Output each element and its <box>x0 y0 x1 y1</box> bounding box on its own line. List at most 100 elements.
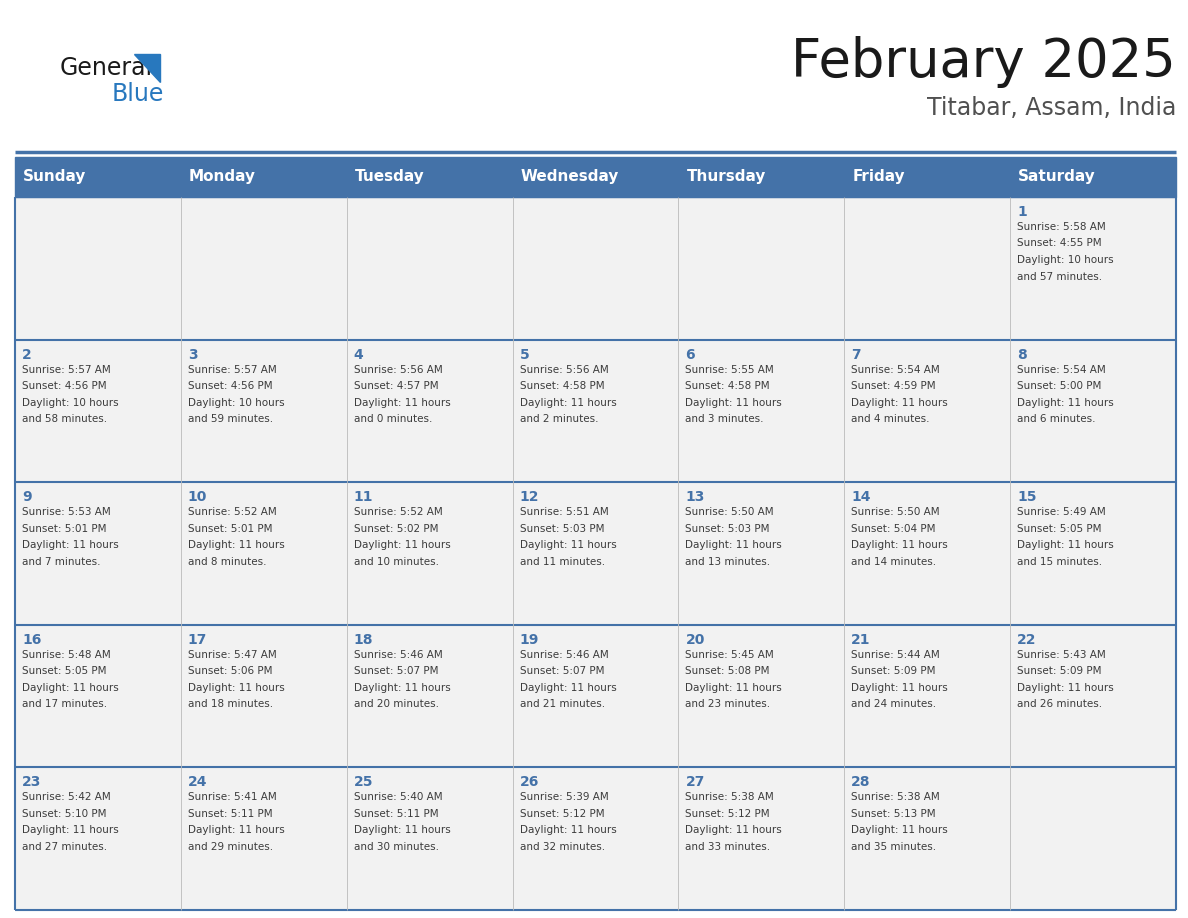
Text: 14: 14 <box>852 490 871 504</box>
Text: and 59 minutes.: and 59 minutes. <box>188 414 273 424</box>
Text: Sunrise: 5:52 AM: Sunrise: 5:52 AM <box>354 508 442 517</box>
Bar <box>845 767 1010 910</box>
Text: 12: 12 <box>519 490 539 504</box>
Text: 4: 4 <box>354 348 364 362</box>
Text: February 2025: February 2025 <box>791 36 1176 88</box>
Text: Daylight: 11 hours: Daylight: 11 hours <box>852 540 948 550</box>
Text: 10: 10 <box>188 490 207 504</box>
Text: Sunset: 4:56 PM: Sunset: 4:56 PM <box>23 381 107 391</box>
Text: 23: 23 <box>23 776 42 789</box>
Bar <box>678 767 845 910</box>
Text: Sunrise: 5:50 AM: Sunrise: 5:50 AM <box>685 508 775 517</box>
Text: Daylight: 11 hours: Daylight: 11 hours <box>23 683 119 693</box>
Text: 21: 21 <box>852 633 871 647</box>
Text: Sunrise: 5:53 AM: Sunrise: 5:53 AM <box>23 508 110 517</box>
Text: 24: 24 <box>188 776 208 789</box>
Text: and 24 minutes.: and 24 minutes. <box>852 700 936 710</box>
Text: 3: 3 <box>188 348 197 362</box>
Bar <box>15 625 181 767</box>
Bar <box>347 340 512 482</box>
Text: 16: 16 <box>23 633 42 647</box>
Bar <box>347 767 512 910</box>
Text: Sunset: 5:11 PM: Sunset: 5:11 PM <box>354 809 438 819</box>
Text: Sunset: 5:09 PM: Sunset: 5:09 PM <box>852 666 936 677</box>
Bar <box>1010 767 1176 910</box>
Text: and 13 minutes.: and 13 minutes. <box>685 556 771 566</box>
Bar <box>845 482 1010 625</box>
Text: and 58 minutes.: and 58 minutes. <box>23 414 107 424</box>
Text: Sunrise: 5:57 AM: Sunrise: 5:57 AM <box>188 364 277 375</box>
Text: and 29 minutes.: and 29 minutes. <box>188 842 273 852</box>
Text: Daylight: 10 hours: Daylight: 10 hours <box>188 397 284 408</box>
Text: Sunrise: 5:58 AM: Sunrise: 5:58 AM <box>1017 222 1106 232</box>
Text: Sunset: 5:06 PM: Sunset: 5:06 PM <box>188 666 272 677</box>
Text: Sunrise: 5:51 AM: Sunrise: 5:51 AM <box>519 508 608 517</box>
Text: and 30 minutes.: and 30 minutes. <box>354 842 438 852</box>
Bar <box>678 340 845 482</box>
Text: and 20 minutes.: and 20 minutes. <box>354 700 438 710</box>
Text: 19: 19 <box>519 633 539 647</box>
Bar <box>512 482 678 625</box>
Polygon shape <box>134 54 160 82</box>
Bar <box>181 197 347 340</box>
Bar <box>678 625 845 767</box>
Text: Sunrise: 5:43 AM: Sunrise: 5:43 AM <box>1017 650 1106 660</box>
Text: Sunset: 5:12 PM: Sunset: 5:12 PM <box>519 809 605 819</box>
Text: 28: 28 <box>852 776 871 789</box>
Text: Thursday: Thursday <box>687 170 766 185</box>
Text: Blue: Blue <box>112 82 164 106</box>
Text: and 15 minutes.: and 15 minutes. <box>1017 556 1102 566</box>
Text: Sunset: 5:04 PM: Sunset: 5:04 PM <box>852 523 936 533</box>
Text: Daylight: 10 hours: Daylight: 10 hours <box>1017 255 1114 265</box>
Bar <box>347 197 512 340</box>
Text: Daylight: 11 hours: Daylight: 11 hours <box>852 825 948 835</box>
Text: Daylight: 11 hours: Daylight: 11 hours <box>852 397 948 408</box>
Bar <box>15 157 1176 197</box>
Text: Daylight: 11 hours: Daylight: 11 hours <box>354 825 450 835</box>
Bar <box>845 197 1010 340</box>
Bar <box>15 197 181 340</box>
Text: Sunset: 5:01 PM: Sunset: 5:01 PM <box>188 523 272 533</box>
Text: 11: 11 <box>354 490 373 504</box>
Text: Sunrise: 5:56 AM: Sunrise: 5:56 AM <box>354 364 442 375</box>
Bar <box>845 625 1010 767</box>
Text: Sunrise: 5:45 AM: Sunrise: 5:45 AM <box>685 650 775 660</box>
Text: 15: 15 <box>1017 490 1037 504</box>
Text: and 6 minutes.: and 6 minutes. <box>1017 414 1095 424</box>
Text: Daylight: 11 hours: Daylight: 11 hours <box>685 683 782 693</box>
Text: and 4 minutes.: and 4 minutes. <box>852 414 930 424</box>
Text: 22: 22 <box>1017 633 1037 647</box>
Text: Sunset: 4:58 PM: Sunset: 4:58 PM <box>685 381 770 391</box>
Text: and 2 minutes.: and 2 minutes. <box>519 414 598 424</box>
Text: and 21 minutes.: and 21 minutes. <box>519 700 605 710</box>
Text: and 26 minutes.: and 26 minutes. <box>1017 700 1102 710</box>
Text: Daylight: 11 hours: Daylight: 11 hours <box>685 540 782 550</box>
Text: Daylight: 11 hours: Daylight: 11 hours <box>1017 540 1114 550</box>
Text: Daylight: 11 hours: Daylight: 11 hours <box>1017 683 1114 693</box>
Text: 25: 25 <box>354 776 373 789</box>
Text: Daylight: 11 hours: Daylight: 11 hours <box>354 540 450 550</box>
Text: and 7 minutes.: and 7 minutes. <box>23 556 101 566</box>
Text: Daylight: 11 hours: Daylight: 11 hours <box>685 825 782 835</box>
Text: Titabar, Assam, India: Titabar, Assam, India <box>927 96 1176 120</box>
Text: Daylight: 11 hours: Daylight: 11 hours <box>188 825 285 835</box>
Text: Sunrise: 5:48 AM: Sunrise: 5:48 AM <box>23 650 110 660</box>
Text: Sunrise: 5:40 AM: Sunrise: 5:40 AM <box>354 792 442 802</box>
Text: and 32 minutes.: and 32 minutes. <box>519 842 605 852</box>
Text: Sunrise: 5:41 AM: Sunrise: 5:41 AM <box>188 792 277 802</box>
Text: Daylight: 11 hours: Daylight: 11 hours <box>354 397 450 408</box>
Text: Sunrise: 5:55 AM: Sunrise: 5:55 AM <box>685 364 775 375</box>
Bar <box>845 340 1010 482</box>
Text: Daylight: 11 hours: Daylight: 11 hours <box>519 683 617 693</box>
Bar <box>1010 482 1176 625</box>
Text: Sunrise: 5:44 AM: Sunrise: 5:44 AM <box>852 650 940 660</box>
Bar <box>1010 340 1176 482</box>
Text: Sunrise: 5:54 AM: Sunrise: 5:54 AM <box>1017 364 1106 375</box>
Bar <box>678 482 845 625</box>
Text: Sunrise: 5:46 AM: Sunrise: 5:46 AM <box>519 650 608 660</box>
Bar <box>512 340 678 482</box>
Text: Sunset: 5:09 PM: Sunset: 5:09 PM <box>1017 666 1101 677</box>
Text: Sunset: 4:56 PM: Sunset: 4:56 PM <box>188 381 272 391</box>
Text: and 35 minutes.: and 35 minutes. <box>852 842 936 852</box>
Bar <box>347 482 512 625</box>
